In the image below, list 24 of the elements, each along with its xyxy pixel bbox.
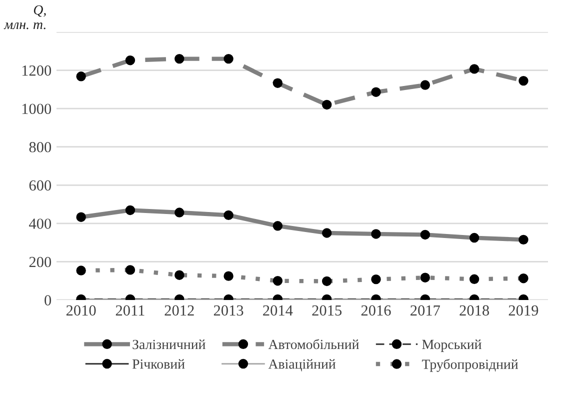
legend-label: Авіаційний <box>268 359 336 372</box>
y-tick-label: 1200 <box>22 65 52 76</box>
y-tick-label: 0 <box>44 295 52 306</box>
y-tick-label: 800 <box>29 142 52 152</box>
x-tick-label: 2012 <box>164 305 194 316</box>
y-tick-label: 600 <box>29 180 52 191</box>
y-axis-title: Q, млн. т. <box>4 5 46 30</box>
y-tick-label: 200 <box>29 256 52 268</box>
x-tick-label: 2014 <box>263 305 293 316</box>
legend-label: Трубопровідний <box>422 358 518 372</box>
legend-label: Річковий <box>132 359 185 369</box>
y-tick-label: 400 <box>29 218 52 229</box>
y-tick-label: 1000 <box>22 104 52 114</box>
x-tick-label: 2018 <box>460 305 490 316</box>
legend-label: Залізничний <box>132 340 206 350</box>
x-tick-label: 2016 <box>361 305 391 316</box>
x-tick-label: 2011 <box>116 305 144 316</box>
x-tick-label: 2010 <box>66 305 96 316</box>
legend-label: Морський <box>422 340 482 352</box>
x-tick-label: 2013 <box>214 305 244 316</box>
legend-label: Автомобільний <box>268 339 359 350</box>
x-tick-label: 2019 <box>508 305 538 316</box>
x-tick-label: 2015 <box>312 305 342 316</box>
x-tick-label: 2017 <box>410 305 440 316</box>
